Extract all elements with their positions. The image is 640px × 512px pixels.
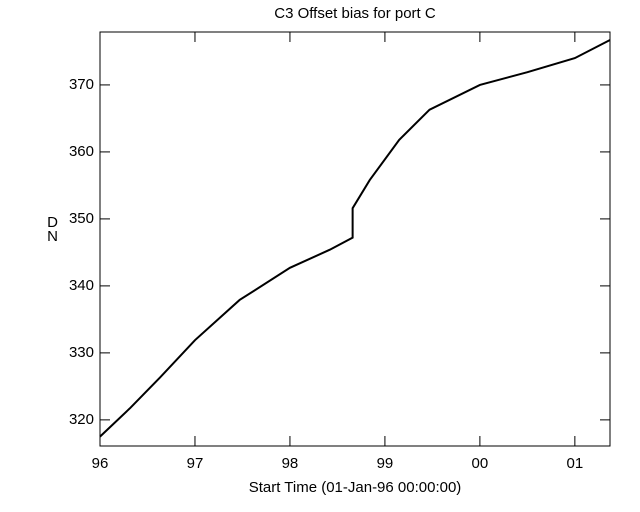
- y-tick-label: 330: [69, 344, 94, 361]
- x-tick-label: 97: [187, 455, 204, 472]
- x-tick-label: 00: [472, 455, 489, 472]
- y-tick-label: 320: [69, 411, 94, 428]
- y-axis-label: DN: [44, 214, 61, 242]
- plot-frame: [99, 31, 611, 447]
- x-tick-label: 01: [567, 455, 584, 472]
- x-axis-label: Start Time (01-Jan-96 00:00:00): [249, 479, 462, 496]
- chart-title: C3 Offset bias for port C: [274, 5, 436, 22]
- y-tick-label: 360: [69, 143, 94, 160]
- y-tick-label: 350: [69, 210, 94, 227]
- x-tick-label: 99: [377, 455, 394, 472]
- y-tick-label: 340: [69, 277, 94, 294]
- x-tick-label: 98: [282, 455, 299, 472]
- data-line: [99, 39, 611, 438]
- x-tick-label: 96: [92, 455, 109, 472]
- y-tick-label: 370: [69, 76, 94, 93]
